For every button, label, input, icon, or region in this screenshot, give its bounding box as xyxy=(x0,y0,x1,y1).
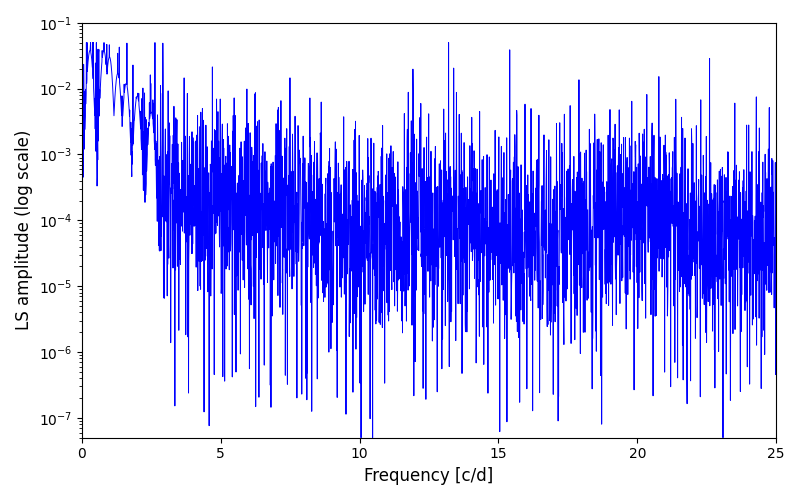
X-axis label: Frequency [c/d]: Frequency [c/d] xyxy=(364,467,494,485)
Y-axis label: LS amplitude (log scale): LS amplitude (log scale) xyxy=(15,130,33,330)
